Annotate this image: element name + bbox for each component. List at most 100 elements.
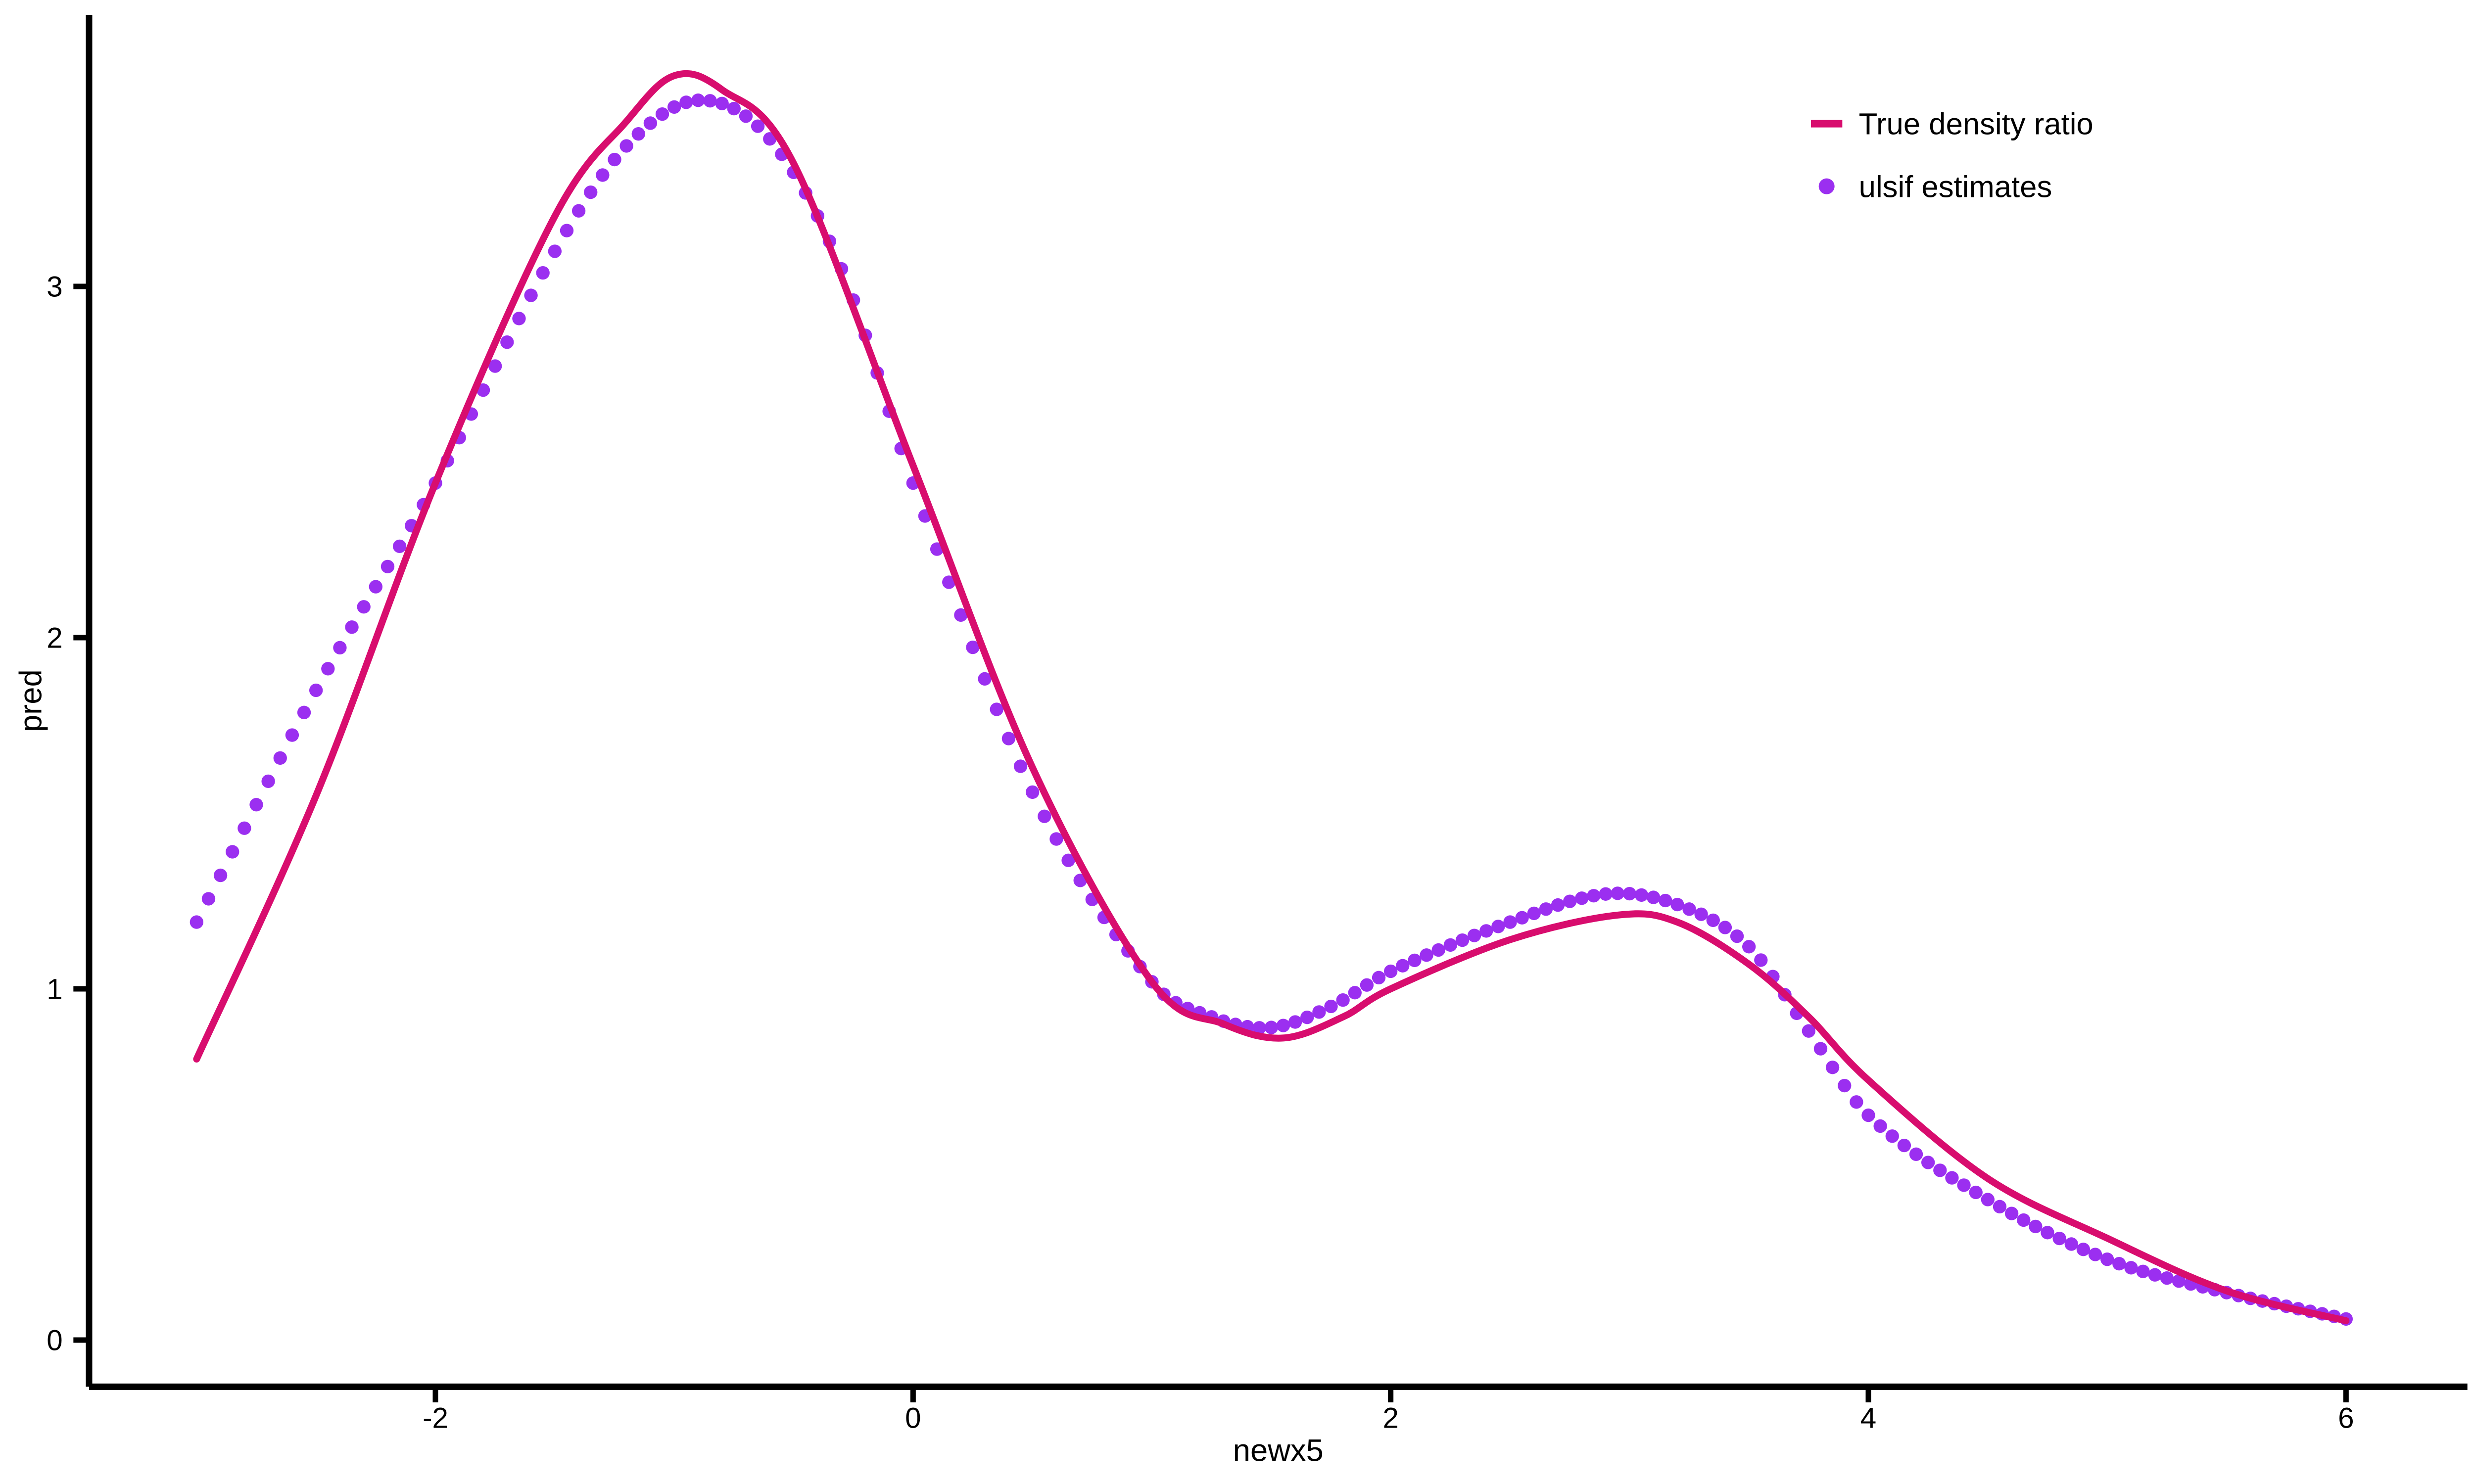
ulsif-estimate-point (1038, 809, 1051, 823)
ulsif-estimate-point (201, 892, 216, 906)
ulsif-estimate-point (1587, 889, 1601, 903)
ulsif-estimate-point (2052, 1231, 2066, 1246)
ulsif-estimate-point (1563, 894, 1577, 908)
ulsif-estimate-point (1921, 1156, 1935, 1169)
ulsif-estimate-point (1646, 890, 1661, 904)
ulsif-estimate-point (1706, 913, 1720, 928)
ulsif-estimate-point (655, 107, 669, 121)
x-tick-label: -2 (423, 1402, 448, 1435)
ulsif-estimate-point (2160, 1271, 2174, 1285)
ulsif-estimate-point (357, 600, 371, 614)
ulsif-estimate-point (751, 119, 765, 133)
ulsif-estimate-point (1049, 832, 1063, 846)
ulsif-estimates-points (190, 93, 2353, 1326)
ulsif-estimate-point (488, 359, 502, 373)
ulsif-estimate-point (1324, 999, 1338, 1014)
x-tick-label: 4 (1860, 1402, 1876, 1435)
ulsif-estimate-point (1730, 929, 1744, 943)
ulsif-estimate-point (1396, 959, 1410, 973)
x-tick-label: 2 (1382, 1402, 1398, 1435)
ulsif-estimate-point (763, 132, 777, 146)
ulsif-estimate-point (966, 640, 980, 654)
ulsif-estimate-point (1754, 953, 1768, 967)
ulsif-estimate-point (1312, 1005, 1326, 1019)
legend: True density ratio ulsif estimates (1811, 107, 2093, 204)
y-axis-title: pred (13, 669, 48, 732)
ulsif-estimate-point (512, 312, 526, 325)
ulsif-estimate-point (2148, 1268, 2162, 1282)
ulsif-estimate-point (249, 798, 263, 812)
x-tick-label: 6 (2338, 1402, 2354, 1435)
ulsif-estimate-point (1336, 993, 1350, 1007)
axes: -2 0 2 4 6 0 1 2 3 (47, 15, 2468, 1435)
ulsif-estimate-point (2088, 1248, 2102, 1261)
ulsif-estimate-point (2017, 1213, 2031, 1227)
ulsif-estimate-point (1981, 1193, 1995, 1206)
legend-point-swatch (1818, 178, 1835, 194)
ulsif-estimate-point (990, 702, 1003, 716)
ulsif-estimate-point (297, 705, 311, 719)
ulsif-estimate-point (369, 580, 382, 594)
ulsif-estimate-point (1360, 978, 1374, 992)
ulsif-estimate-point (1933, 1163, 1947, 1177)
ulsif-estimate-point (238, 821, 251, 835)
ulsif-estimate-point (1527, 906, 1541, 921)
ulsif-estimate-point (1599, 887, 1613, 901)
ulsif-estimate-point (1634, 888, 1649, 902)
ulsif-estimate-point (1503, 915, 1517, 929)
ulsif-estimate-point (524, 288, 538, 302)
ulsif-estimate-point (1622, 886, 1636, 901)
ulsif-estimate-point (1575, 891, 1589, 905)
ulsif-estimate-point (2100, 1252, 2114, 1266)
ulsif-estimate-point (1479, 924, 1493, 938)
ulsif-estimate-point (942, 575, 956, 589)
ulsif-estimate-point (345, 620, 359, 634)
ulsif-estimate-point (1288, 1015, 1302, 1029)
ulsif-estimate-point (2076, 1243, 2091, 1256)
ulsif-estimate-point (596, 168, 610, 182)
ulsif-estimate-point (1539, 902, 1553, 916)
ulsif-estimate-point (1408, 953, 1422, 968)
ulsif-estimate-point (321, 662, 335, 676)
ulsif-estimate-point (1515, 911, 1529, 925)
ulsif-estimate-point (1694, 907, 1708, 921)
ulsif-estimate-point (643, 116, 658, 130)
y-axis-ticks: 0 1 2 3 (47, 271, 89, 1356)
x-tick-label: 0 (905, 1402, 921, 1435)
ulsif-estimate-point (2172, 1274, 2186, 1288)
ulsif-estimate-point (954, 608, 968, 622)
ulsif-estimate-point (1001, 732, 1016, 745)
ulsif-estimate-point (285, 728, 299, 742)
legend-label-true-density-ratio: True density ratio (1859, 107, 2093, 141)
ulsif-estimate-point (1897, 1138, 1911, 1153)
ulsif-estimate-point (273, 751, 287, 765)
ulsif-estimate-point (2029, 1219, 2043, 1234)
ulsif-estimate-point (2004, 1206, 2019, 1220)
ulsif-estimate-point (1969, 1185, 1983, 1200)
ulsif-estimate-point (691, 93, 705, 107)
ulsif-estimate-point (1443, 938, 1458, 952)
ulsif-estimate-point (584, 185, 598, 199)
ulsif-estimate-point (392, 539, 407, 554)
ulsif-estimate-point (1348, 986, 1362, 1000)
ulsif-estimate-point (1670, 897, 1684, 912)
ulsif-estimate-point (1825, 1061, 1840, 1074)
ulsif-estimate-point (1276, 1019, 1290, 1032)
y-tick-label: 1 (47, 973, 62, 1005)
ulsif-estimate-point (703, 94, 717, 108)
ulsif-estimate-point (1420, 948, 1433, 962)
ulsif-estimate-point (1838, 1078, 1852, 1093)
ulsif-estimate-point (2041, 1226, 2054, 1240)
x-axis-title: newx5 (1233, 1433, 1324, 1468)
ulsif-estimate-point (1013, 759, 1028, 773)
ulsif-estimate-point (1885, 1129, 1899, 1143)
ulsif-estimate-point (679, 95, 693, 109)
ulsif-estimate-point (2124, 1261, 2138, 1275)
ulsif-estimate-point (2064, 1237, 2078, 1251)
ulsif-estimate-point (571, 204, 586, 218)
ulsif-estimate-point (1802, 1024, 1815, 1038)
ulsif-estimate-point (1026, 785, 1040, 799)
ulsif-estimate-point (1682, 902, 1696, 916)
ulsif-estimate-point (190, 915, 203, 929)
ulsif-estimate-point (1455, 933, 1470, 947)
